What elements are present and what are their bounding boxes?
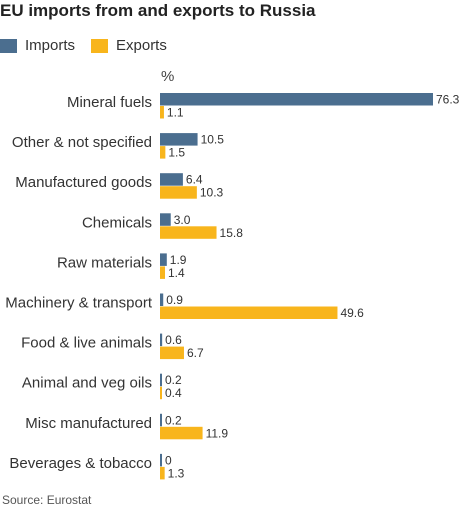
bar-exports-beverages-and-tobacco [160, 466, 165, 480]
value-label-imports-mineral-fuels: 76.3 [436, 93, 460, 107]
value-label-exports-misc-manufactured: 11.9 [206, 426, 229, 440]
bar-imports-manufactured-goods [160, 173, 183, 186]
value-label-exports-chemicals: 15.8 [220, 226, 244, 240]
bar-imports-machinery-and-transport [160, 293, 164, 306]
legend-swatch-imports [0, 39, 17, 53]
source-note: Source: Eurostat [2, 493, 92, 507]
category-label-raw-materials: Raw materials [57, 254, 152, 271]
value-label-imports-machinery-and-transport: 0.9 [166, 293, 183, 307]
bar-exports-other-and-not-specified [160, 146, 166, 159]
value-label-imports-animal-and-veg-oils: 0.2 [165, 373, 182, 387]
value-label-imports-beverages-and-tobacco: 0 [165, 453, 172, 467]
value-label-exports-food-and-live-animals: 6.7 [187, 346, 204, 360]
value-label-imports-other-and-not-specified: 10.5 [201, 133, 225, 147]
category-label-chemicals: Chemicals [82, 214, 152, 231]
bar-imports-animal-and-veg-oils [160, 373, 162, 387]
category-label-machinery-and-transport: Machinery & transport [5, 295, 153, 312]
value-label-exports-other-and-not-specified: 1.5 [168, 146, 185, 160]
bar-imports-beverages-and-tobacco [160, 453, 162, 467]
bar-imports-chemicals [160, 213, 171, 226]
bar-imports-misc-manufactured [160, 413, 162, 427]
bar-exports-animal-and-veg-oils [160, 386, 162, 400]
bar-exports-raw-materials [160, 266, 166, 279]
value-label-exports-raw-materials: 1.4 [168, 266, 185, 280]
category-label-manufactured-goods: Manufactured goods [15, 174, 152, 191]
value-label-exports-machinery-and-transport: 49.6 [340, 306, 364, 320]
bar-imports-mineral-fuels [160, 93, 433, 106]
legend-label-imports: Imports [25, 37, 76, 54]
value-label-imports-food-and-live-animals: 0.6 [165, 333, 182, 347]
value-label-imports-chemicals: 3.0 [174, 213, 191, 227]
bar-imports-raw-materials [160, 253, 167, 266]
bar-imports-food-and-live-animals [160, 333, 163, 347]
bar-exports-food-and-live-animals [160, 346, 184, 360]
legend-swatch-exports [91, 39, 108, 53]
value-label-imports-misc-manufactured: 0.2 [165, 413, 182, 427]
bar-exports-misc-manufactured [160, 426, 203, 440]
category-label-other-and-not-specified: Other & not specified [12, 134, 152, 151]
value-label-imports-manufactured-goods: 6.4 [186, 173, 203, 187]
category-label-mineral-fuels: Mineral fuels [67, 94, 152, 111]
legend-label-exports: Exports [116, 37, 167, 54]
chart-title: EU imports from and exports to Russia [0, 1, 316, 20]
value-label-exports-beverages-and-tobacco: 1.3 [168, 466, 185, 480]
bar-exports-chemicals [160, 226, 217, 239]
unit-label: % [161, 68, 175, 85]
category-label-misc-manufactured: Misc manufactured [25, 415, 152, 432]
bar-exports-manufactured-goods [160, 186, 197, 199]
value-label-exports-manufactured-goods: 10.3 [200, 186, 224, 200]
category-label-beverages-and-tobacco: Beverages & tobacco [9, 455, 152, 472]
bar-exports-mineral-fuels [160, 106, 164, 119]
bar-imports-other-and-not-specified [160, 133, 198, 146]
category-label-animal-and-veg-oils: Animal and veg oils [22, 375, 152, 392]
value-label-exports-animal-and-veg-oils: 0.4 [165, 386, 182, 400]
bar-exports-machinery-and-transport [160, 306, 338, 319]
category-label-food-and-live-animals: Food & live animals [21, 335, 152, 352]
value-label-imports-raw-materials: 1.9 [170, 253, 187, 267]
value-label-exports-mineral-fuels: 1.1 [167, 106, 184, 120]
